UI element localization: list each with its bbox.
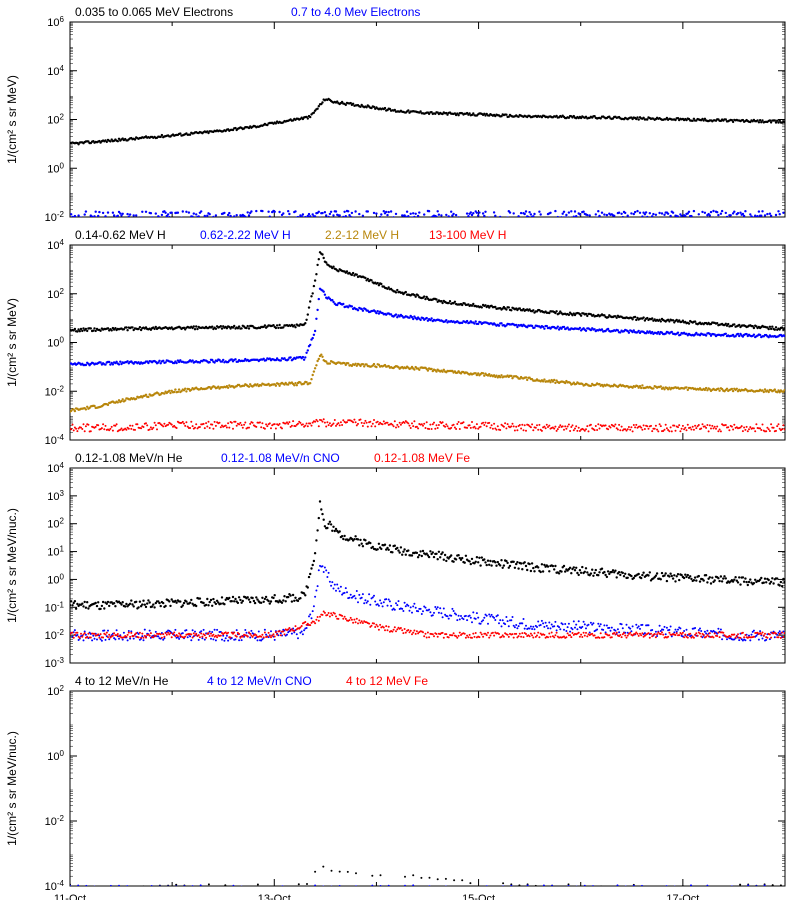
- y-tick-label: 10-2: [45, 628, 65, 643]
- panel-frame: [70, 22, 785, 217]
- legend-label: 13-100 MeV H: [429, 228, 506, 242]
- y-tick-label: 102: [47, 684, 64, 699]
- legend-label: 0.12-1.08 MeV/n He: [75, 451, 183, 465]
- legend-label: 2.2-12 MeV H: [325, 228, 399, 242]
- y-axis-label: 1/(cm² s sr MeV/nuc.): [5, 731, 19, 846]
- data-series: [69, 418, 786, 432]
- x-tick-label: 17-Oct: [666, 893, 699, 900]
- y-tick-label: 103: [47, 488, 64, 503]
- y-tick-label: 101: [47, 544, 64, 559]
- legend-label: 0.12-1.08 MeV Fe: [374, 451, 470, 465]
- legend-label: 4 to 12 MeV Fe: [346, 674, 428, 688]
- legend-label: 0.7 to 4.0 Mev Electrons: [291, 5, 420, 19]
- panel-frame: [70, 468, 785, 663]
- y-tick-label: 104: [47, 461, 64, 476]
- legend-label: 0.14-0.62 MeV H: [75, 228, 166, 242]
- x-tick-label: 11-Oct: [54, 893, 86, 900]
- data-series: [69, 210, 785, 221]
- y-tick-label: 102: [47, 112, 64, 127]
- data-series: [69, 611, 786, 639]
- panel-frame: [70, 691, 785, 886]
- y-tick-label: 10-4: [45, 433, 65, 448]
- y-tick-label: 10-1: [45, 600, 65, 615]
- legend-label: 4 to 12 MeV/n He: [75, 674, 169, 688]
- data-series: [69, 98, 786, 146]
- y-tick-label: 100: [47, 161, 64, 176]
- y-axis-label: 1/(cm² s sr MeV/nuc.): [5, 508, 19, 623]
- stereo-particle-plot: 0.035 to 0.065 MeV Electrons 0.7 to 4.0 M…: [0, 0, 800, 900]
- panel-frame: [70, 245, 785, 440]
- y-tick-label: 102: [47, 286, 64, 301]
- y-tick-label: 100: [47, 749, 64, 764]
- y-tick-label: 10-2: [45, 384, 65, 399]
- data-series: [69, 866, 782, 889]
- y-tick-label: 10-2: [45, 814, 65, 829]
- x-tick-label: 13-Oct: [258, 893, 291, 900]
- legend-label: 0.12-1.08 MeV/n CNO: [221, 451, 340, 465]
- legend-label: 0.62-2.22 MeV H: [200, 228, 291, 242]
- y-tick-label: 100: [47, 335, 64, 350]
- y-tick-label: 10-4: [45, 879, 65, 894]
- y-tick-label: 104: [47, 63, 64, 78]
- legend-label: 4 to 12 MeV/n CNO: [207, 674, 312, 688]
- y-tick-label: 102: [47, 516, 64, 531]
- y-tick-label: 10-2: [45, 210, 65, 225]
- y-tick-label: 100: [47, 572, 64, 587]
- data-series: [69, 500, 786, 610]
- y-axis-label: 1/(cm² s sr MeV): [5, 75, 19, 164]
- x-tick-label: 15-Oct: [462, 893, 495, 900]
- y-tick-label: 10-3: [45, 656, 65, 671]
- y-tick-label: 106: [47, 15, 64, 30]
- legend-label: 0.035 to 0.065 MeV Electrons: [75, 5, 233, 19]
- y-tick-label: 104: [47, 238, 64, 253]
- y-axis-label: 1/(cm² s sr MeV): [5, 298, 19, 387]
